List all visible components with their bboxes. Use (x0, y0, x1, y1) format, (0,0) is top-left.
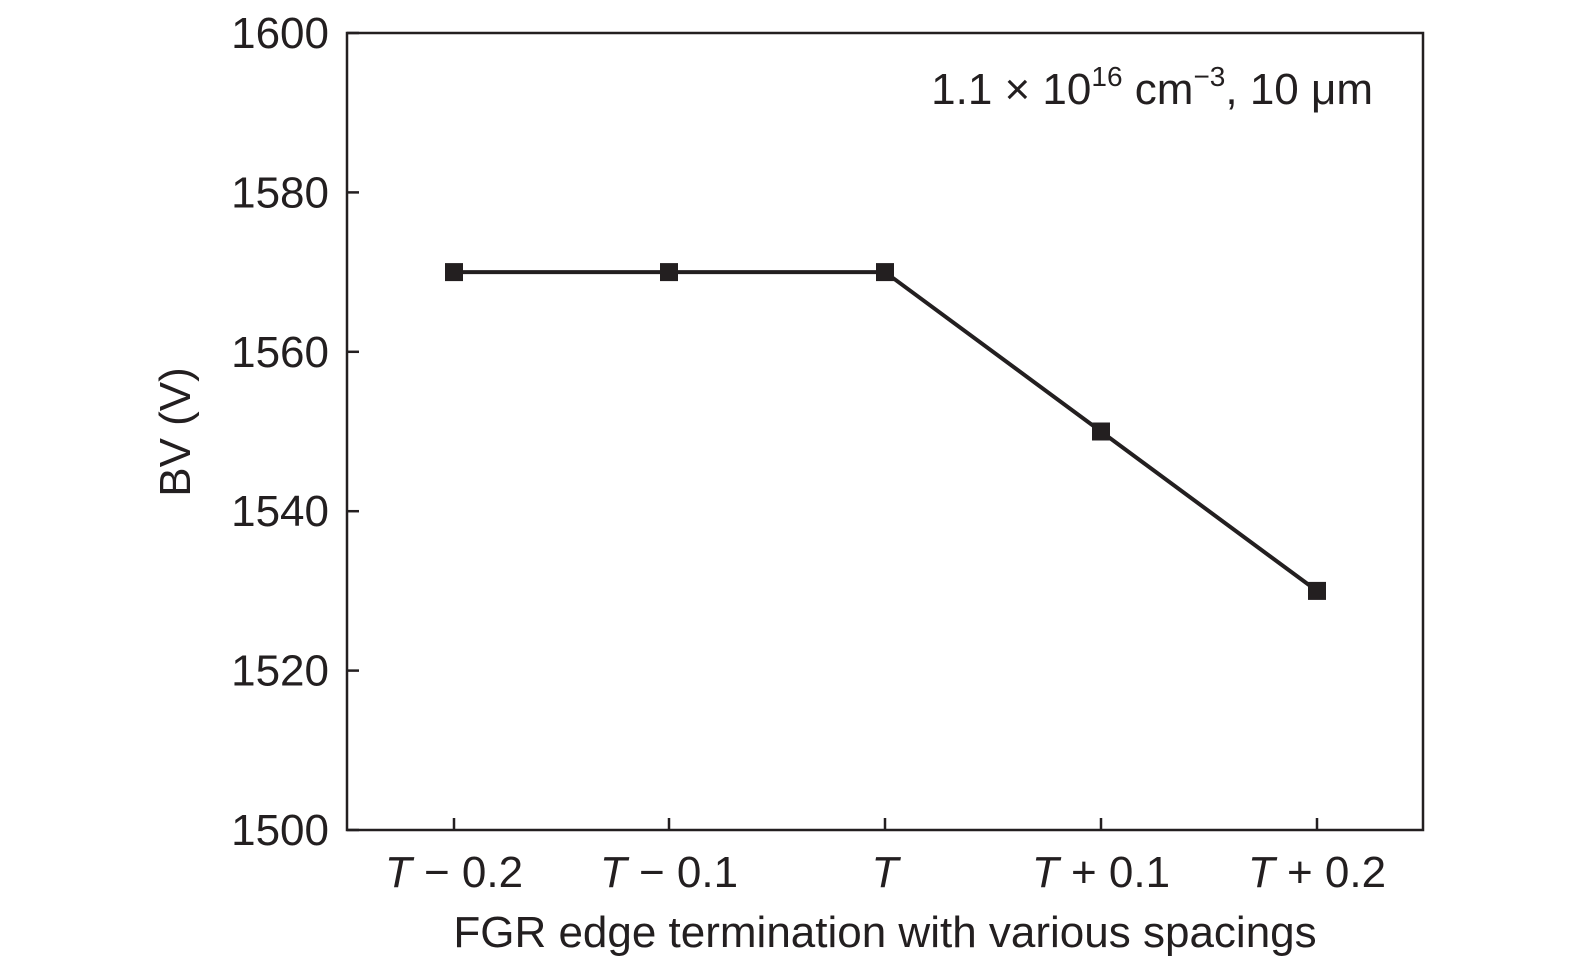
x-tick-label-offset: + 0.1 (1059, 848, 1170, 897)
x-tick-label: T + 0.2 (1248, 848, 1386, 897)
y-axis-ticks: 1500 1520 1540 1560 1580 1600 (231, 9, 359, 855)
x-tick-label: T − 0.1 (600, 848, 738, 897)
data-point-marker (660, 263, 678, 282)
series-line (454, 270, 1319, 593)
doping-annotation: 1.1 × 1016 cm−3, 10 μm (931, 61, 1373, 114)
data-point-marker (445, 263, 463, 282)
x-tick-label-variable: T (1248, 848, 1278, 897)
x-tick-label: T + 0.1 (1032, 848, 1170, 897)
series-layer (445, 263, 1326, 600)
x-tick-label-variable: T (600, 848, 630, 897)
data-point-marker (1092, 422, 1110, 441)
x-tick-label-variable: T (385, 848, 415, 897)
y-tick-label: 1560 (231, 328, 329, 377)
x-tick-label-offset: − 0.1 (627, 848, 738, 897)
x-tick-label-variable: T (1032, 848, 1062, 897)
x-tick-label-variable: T (872, 848, 902, 897)
data-point-marker (1308, 581, 1326, 600)
x-axis-label: FGR edge termination with various spacin… (453, 908, 1316, 957)
x-tick-label-offset: + 0.2 (1275, 848, 1386, 897)
x-axis-ticks: T − 0.2 T − 0.1 T T + 0.1 T + 0.2 (385, 818, 1386, 897)
x-tick-label: T (872, 848, 902, 897)
y-tick-label: 1520 (231, 647, 329, 696)
y-tick-label: 1540 (231, 487, 329, 536)
y-tick-label: 1600 (231, 9, 329, 58)
y-tick-label: 1580 (231, 168, 329, 217)
x-tick-label: T − 0.2 (385, 848, 523, 897)
x-tick-label-offset: − 0.2 (412, 848, 523, 897)
y-axis-label: BV (V) (151, 367, 200, 497)
data-point-marker (876, 263, 894, 282)
plot-area-frame (345, 31, 1425, 832)
y-tick-label: 1500 (231, 806, 329, 855)
